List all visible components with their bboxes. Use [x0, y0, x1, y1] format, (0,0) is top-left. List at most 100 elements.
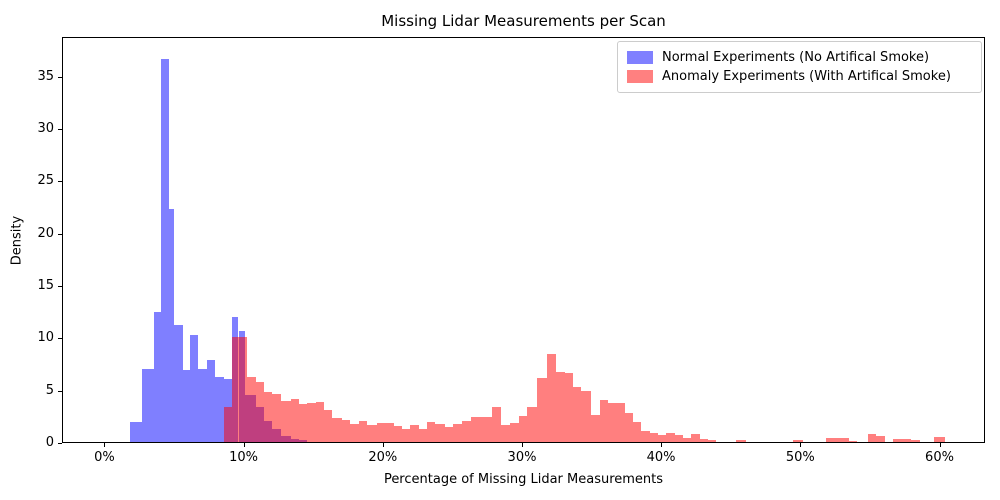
- normal-bar: [129, 422, 143, 442]
- y-tick-mark: [58, 181, 62, 183]
- chart-title: Missing Lidar Measurements per Scan: [381, 12, 666, 30]
- x-tick-label: 60%: [925, 450, 954, 465]
- legend-item-anomaly: Anomaly Experiments (With Artifical Smok…: [627, 67, 971, 86]
- normal-bar: [174, 324, 183, 442]
- y-tick-mark: [58, 443, 62, 444]
- y-tick-label: 25: [37, 173, 54, 189]
- anomaly-bar: [232, 337, 248, 442]
- anomaly-bar: [500, 425, 511, 442]
- anomaly-bar: [410, 425, 419, 442]
- anomaly-bar: [868, 434, 877, 442]
- anomaly-bar: [453, 423, 462, 442]
- anomaly-bar: [536, 378, 547, 442]
- normal-bar: [161, 59, 169, 442]
- anomaly-bar: [607, 403, 617, 442]
- x-tick-label: 0%: [94, 450, 115, 465]
- normal-bar: [207, 360, 216, 442]
- anomaly-bar: [385, 423, 394, 442]
- plot-area: [62, 37, 985, 443]
- anomaly-bar: [624, 412, 633, 442]
- anomaly-bar: [683, 437, 692, 442]
- y-axis-label: Density: [9, 215, 25, 266]
- anomaly-bar: [632, 422, 642, 442]
- anomaly-bar: [247, 377, 256, 442]
- legend-swatch-anomaly: [627, 70, 653, 83]
- anomaly-bar: [510, 423, 519, 442]
- anomaly-bar: [471, 416, 482, 442]
- x-tick-mark: [522, 443, 523, 447]
- anomaly-bar: [280, 401, 291, 442]
- anomaly-bar: [893, 438, 912, 442]
- normal-bar: [168, 208, 175, 442]
- anomaly-bar: [342, 420, 351, 442]
- x-tick-mark: [243, 443, 245, 447]
- anomaly-bar: [367, 424, 377, 442]
- anomaly-bar: [564, 372, 574, 442]
- anomaly-bar: [307, 403, 316, 442]
- anomaly-bar: [223, 407, 233, 442]
- anomaly-bar: [556, 371, 565, 442]
- y-tick-mark: [58, 338, 62, 340]
- y-tick-label: 35: [37, 68, 54, 84]
- anomaly-bar: [616, 402, 625, 442]
- normal-bar: [198, 368, 208, 442]
- x-tick-mark: [104, 443, 106, 447]
- x-tick-mark: [939, 443, 941, 447]
- anomaly-bar: [641, 430, 650, 442]
- normal-bar: [182, 369, 191, 442]
- y-tick-mark: [58, 286, 62, 287]
- anomaly-bar: [911, 440, 920, 442]
- y-tick-label: 20: [37, 225, 54, 241]
- y-tick-mark: [58, 390, 62, 392]
- anomaly-bar: [848, 440, 857, 442]
- anomaly-bar: [358, 421, 368, 442]
- anomaly-bar: [581, 390, 592, 442]
- y-tick-label: 15: [37, 278, 54, 293]
- anomaly-bar: [481, 416, 493, 442]
- anomaly-bar: [272, 393, 281, 442]
- anomaly-bar: [876, 436, 885, 442]
- y-tick-mark: [58, 129, 62, 131]
- anomaly-bar: [826, 438, 835, 442]
- y-tick-mark: [58, 76, 62, 78]
- x-tick-label: 30%: [507, 450, 537, 465]
- x-tick-mark: [800, 443, 802, 447]
- anomaly-bar: [435, 423, 446, 442]
- anomaly-bar: [393, 426, 402, 442]
- legend-swatch-normal: [627, 51, 653, 64]
- anomaly-bar: [699, 439, 709, 442]
- legend-label-normal: Normal Experiments (No Artifical Smoke): [662, 50, 930, 65]
- x-axis-label: Percentage of Missing Lidar Measurements: [383, 472, 664, 487]
- x-tick-mark: [661, 443, 663, 447]
- x-tick-label: 50%: [785, 450, 815, 465]
- x-tick-mark: [382, 443, 384, 447]
- anomaly-bar: [518, 415, 528, 442]
- anomaly-bar: [691, 433, 700, 442]
- anomaly-bar: [418, 429, 427, 442]
- anomaly-bar: [290, 399, 299, 442]
- anomaly-bar: [298, 403, 308, 442]
- legend-item-normal: Normal Experiments (No Artifical Smoke): [627, 48, 971, 67]
- anomaly-bar: [546, 354, 557, 442]
- y-tick-label: 5: [45, 382, 54, 398]
- anomaly-bar: [599, 400, 608, 442]
- normal-bar: [190, 335, 199, 442]
- anomaly-bar: [492, 407, 501, 442]
- y-tick-label: 0: [45, 435, 54, 450]
- anomaly-bar: [735, 440, 746, 442]
- anomaly-bar: [315, 402, 324, 442]
- anomaly-bar: [461, 421, 472, 442]
- x-tick-label: 20%: [368, 450, 398, 465]
- anomaly-bar: [792, 439, 803, 442]
- x-tick-label: 40%: [646, 450, 676, 465]
- anomaly-bar: [933, 437, 945, 442]
- anomaly-bar: [666, 433, 675, 442]
- y-tick-mark: [58, 233, 62, 235]
- legend: Normal Experiments (No Artifical Smoke) …: [617, 41, 982, 93]
- normal-bar: [154, 312, 162, 442]
- normal-bar: [215, 376, 225, 442]
- anomaly-bar: [376, 423, 386, 442]
- y-tick-label: 30: [37, 121, 54, 137]
- anomaly-bar: [834, 437, 849, 442]
- anomaly-bar: [591, 415, 600, 442]
